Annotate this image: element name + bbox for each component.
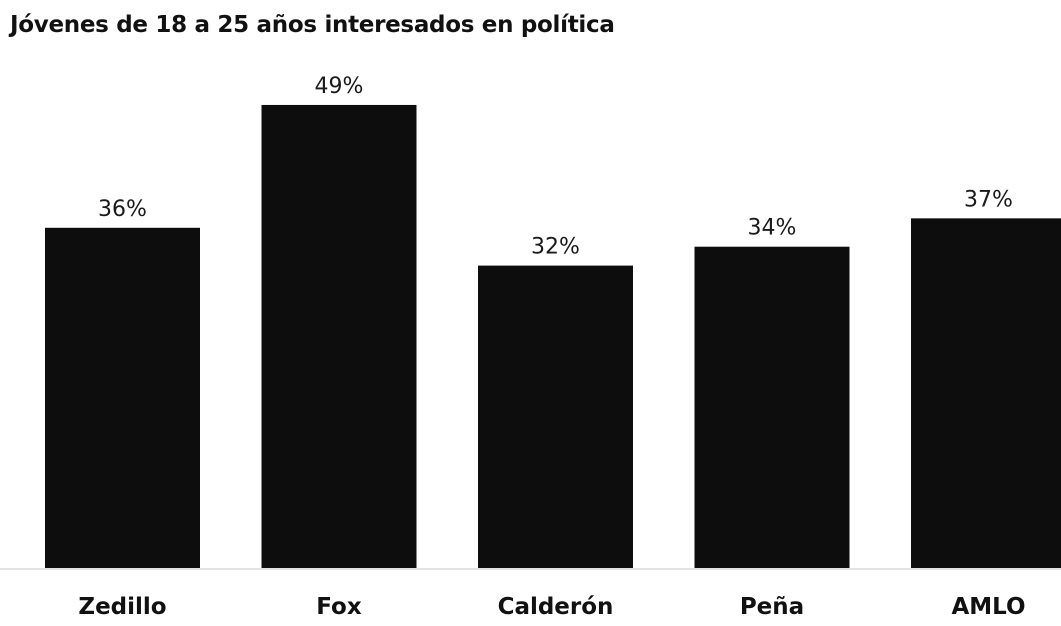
bar-zedillo: [45, 227, 200, 569]
bar-pena: [694, 246, 850, 568]
value-label: 49%: [315, 74, 364, 99]
category-label: Calderón: [498, 594, 614, 620]
bar-amlo: [911, 218, 1061, 568]
value-label: 36%: [98, 197, 147, 222]
value-label: 32%: [531, 235, 580, 260]
category-label: Fox: [316, 594, 362, 620]
value-label: 37%: [964, 187, 1013, 212]
category-label: Peña: [740, 594, 804, 620]
category-label: AMLO: [951, 594, 1025, 620]
bar-calderon: [478, 265, 633, 568]
chart-title: Jóvenes de 18 a 25 años interesados en p…: [10, 12, 615, 38]
bar-fox: [261, 104, 417, 568]
category-label: Zedillo: [78, 594, 166, 620]
value-label: 34%: [748, 216, 797, 241]
